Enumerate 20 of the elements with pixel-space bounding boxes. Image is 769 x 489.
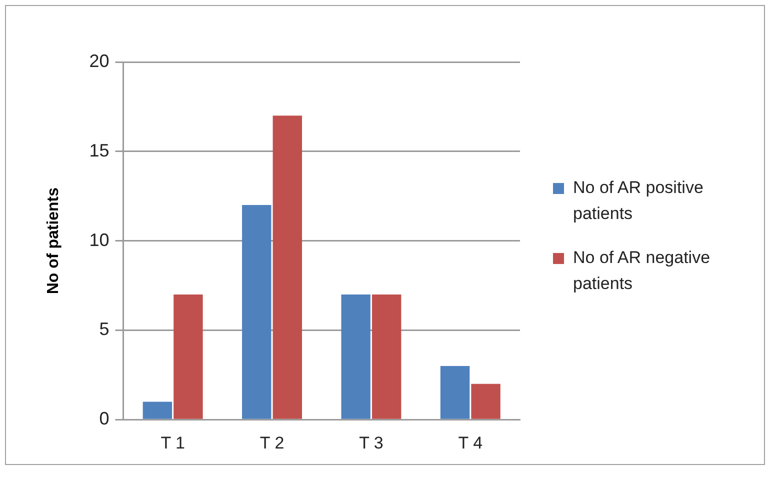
- bar: [440, 366, 470, 419]
- x-tick-label: T 3: [359, 433, 384, 452]
- bar: [341, 294, 370, 419]
- y-tick-label: 5: [99, 319, 110, 340]
- x-tick-label: T 1: [160, 433, 185, 452]
- legend-label: No of AR positive patients: [573, 178, 704, 223]
- x-tick-label: T 4: [458, 433, 483, 452]
- bar: [372, 294, 402, 419]
- x-tick-label: T 2: [260, 433, 284, 452]
- bar: [142, 402, 172, 419]
- y-axis-title: No of patients: [45, 187, 62, 294]
- y-tick-label: 10: [89, 230, 110, 250]
- y-tick-label: 15: [89, 140, 110, 160]
- bar: [242, 205, 272, 419]
- bar: [272, 116, 302, 419]
- legend-label: No of AR negative patients: [573, 248, 710, 293]
- y-tick-label: 20: [89, 50, 110, 71]
- bar: [471, 384, 500, 419]
- y-tick-label: 0: [99, 408, 110, 429]
- bar: [174, 294, 203, 419]
